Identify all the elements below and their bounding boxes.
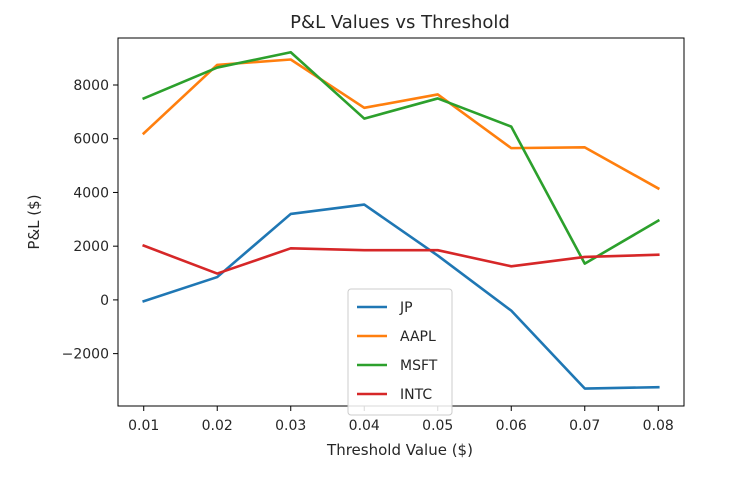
x-tick-label: 0.05 — [422, 418, 453, 434]
x-tick-label: 0.06 — [496, 418, 527, 434]
x-tick-label: 0.08 — [643, 418, 674, 434]
legend-label-jp: JP — [399, 300, 413, 316]
y-tick-label: 2000 — [73, 239, 109, 255]
legend-label-aapl: AAPL — [400, 329, 436, 345]
series-line-jp — [142, 203, 660, 390]
legend: JP AAPL MSFT INTC — [347, 288, 453, 416]
x-tick-label: 0.02 — [202, 418, 233, 434]
legend-box — [347, 288, 453, 416]
y-axis-ticks: −2000 0 2000 4000 6000 8000 — [62, 78, 118, 363]
y-tick-label: 8000 — [73, 78, 109, 94]
x-axis-ticks: 0.01 0.02 0.03 0.04 0.05 0.06 0.07 0.08 — [128, 406, 674, 434]
series-line-intc — [142, 243, 660, 275]
y-axis-label: P&L ($) — [25, 194, 43, 249]
legend-label-intc: INTC — [400, 387, 432, 403]
y-tick-label: 4000 — [73, 185, 109, 201]
x-tick-label: 0.03 — [275, 418, 306, 434]
x-tick-label: 0.04 — [349, 418, 380, 434]
y-tick-label: −2000 — [62, 347, 109, 363]
series-line-aapl — [141, 58, 661, 191]
x-tick-label: 0.01 — [128, 418, 159, 434]
y-tick-label: 0 — [100, 293, 109, 309]
x-axis-label: Threshold Value ($) — [326, 441, 473, 459]
x-tick-label: 0.07 — [569, 418, 600, 434]
chart-title: P&L Values vs Threshold — [290, 12, 510, 33]
y-tick-label: 6000 — [73, 132, 109, 148]
legend-label-msft: MSFT — [400, 358, 438, 374]
series-line-msft — [142, 50, 661, 265]
